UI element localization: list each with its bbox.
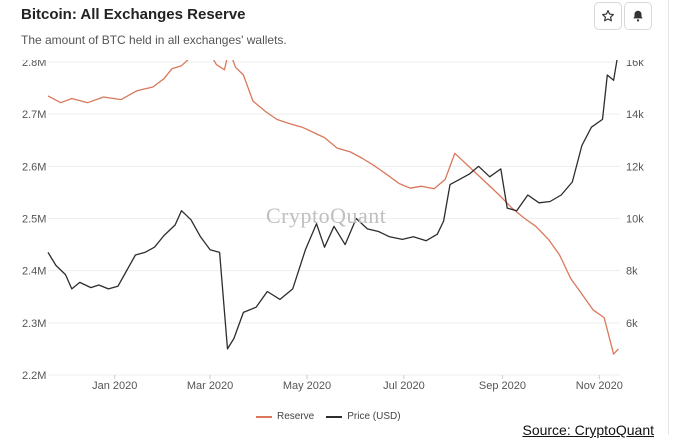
y-left-tick-label: 2.3M [22, 318, 46, 330]
legend-swatch-price [326, 415, 343, 418]
favorite-button[interactable] [594, 2, 622, 30]
source-credit: Source: CryptoQuant [522, 422, 654, 438]
chart-card: Bitcoin: All Exchanges Reserve The amoun… [21, 0, 669, 435]
y-left-tick-label: 2.7M [22, 109, 46, 121]
x-tick-label: May 2020 [283, 380, 331, 392]
chart-subtitle: The amount of BTC held in all exchanges'… [21, 33, 287, 47]
y-right-tick-label: 8k [626, 266, 638, 278]
legend-label-reserve: Reserve [277, 411, 315, 422]
y-left-tick-label: 2.2M [22, 370, 46, 382]
series-line-reserve [47, 60, 619, 355]
chart-legend: Reserve Price (USD) [256, 411, 401, 422]
legend-label-price: Price (USD) [347, 411, 401, 422]
legend-item-price[interactable]: Price (USD) [326, 411, 401, 422]
y-right-tick-label: 12k [626, 161, 644, 173]
notification-button[interactable] [624, 2, 652, 30]
x-tick-label: Nov 2020 [576, 380, 623, 392]
y-right-tick-label: 14k [626, 109, 644, 121]
chart-title: Bitcoin: All Exchanges Reserve [21, 6, 246, 23]
x-tick-label: Mar 2020 [187, 380, 233, 392]
series-line-price-usd [47, 60, 618, 350]
legend-swatch-reserve [256, 415, 272, 418]
x-tick-label: Sep 2020 [479, 380, 526, 392]
y-right-tick-label: 10k [626, 214, 644, 226]
y-left-tick-label: 2.5M [22, 214, 46, 226]
x-tick-label: Jul 2020 [383, 380, 425, 392]
y-right-tick-label: 6k [626, 318, 638, 330]
y-left-tick-label: 2.8M [22, 60, 46, 69]
y-left-tick-label: 2.6M [22, 161, 46, 173]
legend-item-reserve[interactable]: Reserve [256, 411, 314, 422]
x-tick-label: Jan 2020 [92, 380, 137, 392]
watermark: CryptoQuant [266, 203, 387, 228]
y-left-tick-label: 2.4M [22, 266, 46, 278]
star-outline-icon [602, 10, 614, 22]
bell-icon [633, 10, 643, 22]
y-right-tick-label: 16k [626, 60, 644, 69]
chart-plot: 2.2M 2.3M 2.4M 2.5M 2.6M 2.7M 2.8M 6k 8k 10k 12k 14… [22, 60, 644, 392]
